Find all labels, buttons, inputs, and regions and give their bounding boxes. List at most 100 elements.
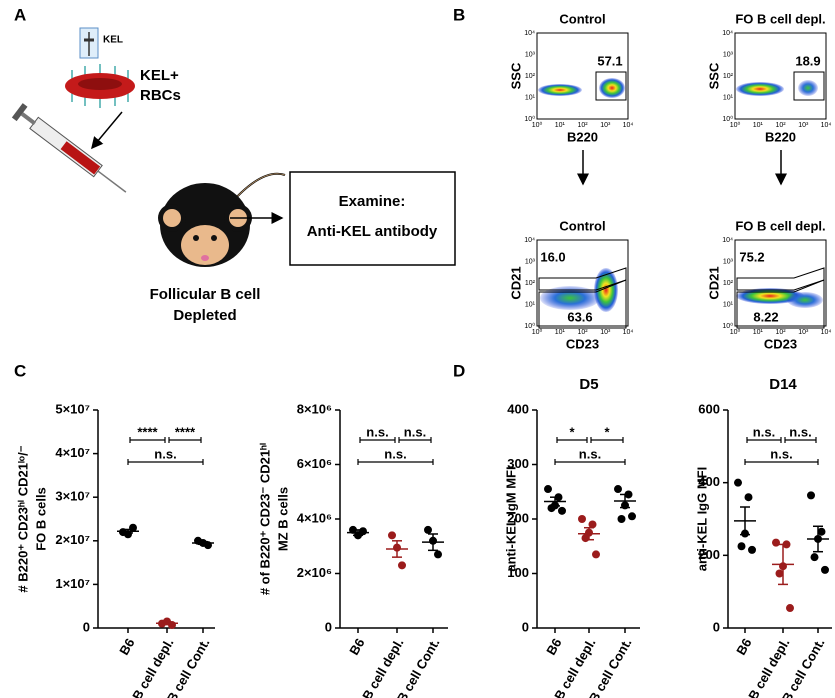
y-tick-label: 10³	[525, 51, 536, 58]
x-tick-label: 10⁰	[730, 328, 741, 336]
data-point	[434, 550, 442, 559]
plot-title: Control	[559, 218, 605, 233]
gate	[538, 279, 627, 329]
mouse-label: Depleted	[173, 307, 236, 324]
y-tick-label: 10³	[723, 51, 734, 58]
y-axis-label: # of B220⁺ CD23⁻ CD21ʰⁱ	[257, 443, 272, 595]
data-point	[544, 485, 552, 494]
significance-label: n.s.	[154, 446, 176, 461]
y-tick-label: 10⁰	[524, 115, 535, 123]
y-tick-label: 10⁰	[722, 115, 733, 123]
data-point	[359, 527, 367, 536]
data-point	[775, 569, 784, 578]
syringe	[11, 103, 127, 193]
gate	[595, 71, 627, 101]
gate	[736, 279, 825, 329]
density	[736, 82, 784, 96]
density	[538, 84, 582, 96]
plot-title: FO B cell depl.	[735, 218, 825, 233]
mouse-label: Follicular B cell	[150, 286, 261, 303]
significance-label: ****	[137, 424, 158, 439]
significance-label: n.s.	[753, 424, 775, 439]
gate-value: 8.22	[753, 309, 778, 324]
x-tick-label: 10²	[775, 122, 786, 129]
data-point	[817, 527, 826, 536]
x-tick-label: 10⁰	[532, 328, 543, 336]
plot-title: FO B cell depl.	[735, 11, 825, 26]
significance-label: n.s.	[404, 424, 426, 439]
y-tick-label: 2×10⁷	[55, 532, 90, 547]
x-tick-label: B6	[543, 636, 564, 658]
rbc-label: KEL+	[140, 67, 179, 84]
significance-label: *	[604, 424, 610, 439]
y-axis-label: anti-KEL IgG MFI	[694, 467, 709, 571]
data-point	[786, 604, 794, 613]
significance-label: n.s.	[770, 446, 792, 461]
x-axis-label: CD23	[764, 336, 797, 351]
x-tick-label: 10¹	[555, 329, 566, 336]
y-tick-label: 10⁴	[524, 30, 535, 37]
y-tick-label: 0	[713, 619, 720, 634]
y-tick-label: 10²	[525, 280, 536, 287]
x-tick-label: B6	[346, 636, 367, 658]
plot-title: Control	[559, 11, 605, 26]
y-tick-label: 10⁴	[722, 237, 733, 244]
data-point	[628, 512, 636, 521]
y-axis-label: MZ B cells	[275, 487, 290, 551]
gate-value: 18.9	[795, 53, 820, 68]
data-point	[821, 565, 829, 574]
y-tick-label: 10³	[723, 258, 734, 265]
y-tick-label: 5×10⁷	[55, 401, 90, 416]
y-axis-label: SSC	[706, 62, 721, 89]
y-tick-label: 10¹	[525, 301, 536, 308]
data-point	[737, 542, 746, 551]
x-tick-label: 10²	[775, 329, 786, 336]
panel-label: A	[14, 5, 26, 24]
y-tick-label: 10²	[723, 73, 734, 80]
box-text: Examine:	[339, 193, 406, 210]
density	[787, 292, 823, 308]
box-text: Anti-KEL antibody	[307, 223, 438, 240]
density	[599, 78, 625, 98]
data-point	[592, 550, 600, 559]
data-point	[398, 561, 406, 570]
y-tick-label: 4×10⁷	[55, 445, 90, 460]
data-point	[744, 493, 753, 502]
y-tick-label: 10¹	[723, 301, 734, 308]
x-tick-label: 10¹	[753, 122, 764, 129]
y-tick-label: 300	[507, 456, 529, 471]
x-axis-label: CD23	[566, 336, 599, 351]
x-tick-label: 10³	[600, 329, 611, 336]
x-tick-label: 10²	[577, 122, 588, 129]
y-axis-label: FO B cells	[33, 487, 48, 551]
x-tick-label: 10⁰	[730, 121, 741, 129]
flow-plot	[536, 32, 629, 120]
data-point	[810, 553, 819, 562]
x-tick-label: 10¹	[555, 122, 566, 129]
y-tick-label: 10⁴	[722, 30, 733, 37]
data-point	[617, 515, 626, 523]
y-tick-label: 100	[507, 565, 529, 580]
gate-value: 57.1	[597, 53, 622, 68]
density	[798, 80, 818, 96]
x-tick-label: 10²	[577, 329, 588, 336]
y-tick-label: 0	[522, 619, 529, 634]
y-tick-label: 600	[698, 401, 720, 416]
significance-label: n.s.	[384, 446, 406, 461]
y-tick-label: 0	[83, 619, 90, 634]
data-point	[588, 520, 597, 529]
y-tick-label: 3×10⁷	[55, 489, 90, 504]
y-axis-label: CD21	[508, 266, 523, 299]
data-point	[388, 531, 396, 540]
significance-label: *	[569, 424, 575, 439]
gate-value: 75.2	[739, 249, 764, 264]
y-tick-label: 400	[507, 401, 529, 416]
rbc-label: RBCs	[140, 87, 181, 104]
x-tick-label: B6	[116, 636, 137, 658]
chart-title: D14	[769, 376, 797, 393]
y-tick-label: 6×10⁶	[297, 456, 332, 471]
significance-label: ****	[175, 424, 196, 439]
x-tick-label: 10³	[798, 122, 809, 129]
x-tick-label: 10⁴	[623, 122, 634, 129]
